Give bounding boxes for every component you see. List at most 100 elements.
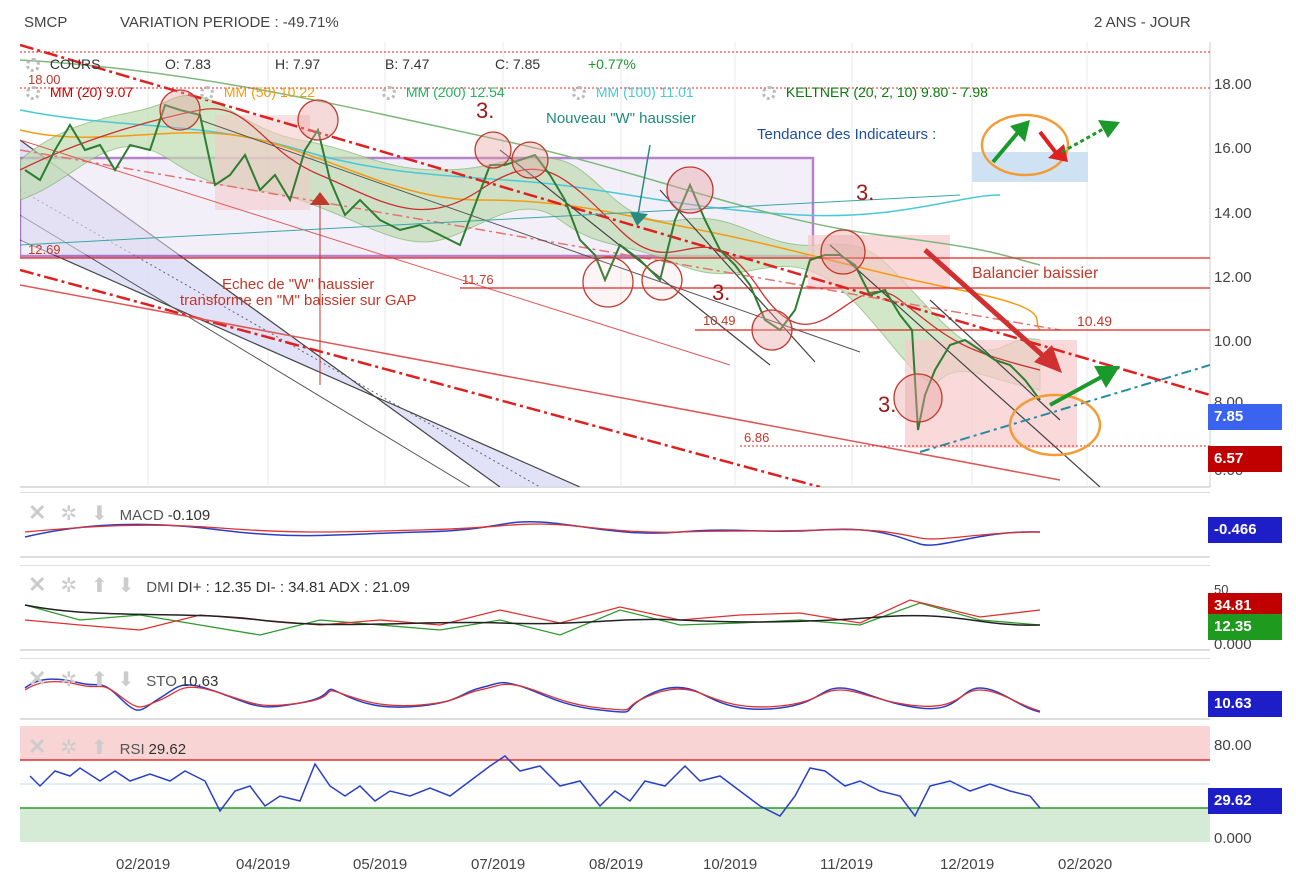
ticker-label: SMCP: [24, 14, 68, 31]
level-label: 6.86: [744, 430, 770, 445]
w-fail-annotation: Echec de "W" haussier: [222, 276, 375, 293]
level-label: 12.69: [28, 242, 61, 257]
gear-icon[interactable]: [26, 86, 40, 101]
w-fail-annotation: transforme en "M" baissier sur GAP: [180, 292, 417, 309]
price-chart-svg: [20, 42, 1211, 488]
wave-label: 3.: [878, 392, 897, 417]
support-price-badge: 6.57: [1208, 446, 1282, 472]
dmi-label: DMI: [146, 579, 174, 596]
zone-rect-2: [808, 235, 950, 290]
keltner-label: KELTNER (20, 2, 10) 9.80 - 7.98: [785, 84, 988, 100]
rsi-axis-label: 80.00: [1214, 737, 1252, 754]
macd-chart: [20, 492, 1210, 558]
mm100-legend[interactable]: MM (100) 11.01: [572, 84, 694, 101]
period-selector[interactable]: 2 ANS - JOUR: [1094, 14, 1191, 31]
gear-icon[interactable]: [26, 58, 40, 73]
resistance-line-major: [20, 43, 1210, 397]
arrow-down-icon[interactable]: ⬇: [117, 669, 135, 691]
macd-value: -0.109: [167, 507, 211, 524]
dmi-axis-label: 0.000: [1214, 636, 1252, 653]
level-label: 10.49: [1077, 313, 1113, 329]
macd-panel[interactable]: [20, 492, 1210, 558]
indicator-trend-box: [972, 152, 1088, 182]
price-line: [24, 103, 1041, 431]
price-axis-label: 16.00: [1214, 140, 1252, 157]
x-axis-label: 10/2019: [703, 856, 758, 873]
rsi-badge: 29.62: [1208, 788, 1282, 814]
close-price-badge: 7.85: [1208, 404, 1282, 430]
arrow-up-icon[interactable]: ⬆: [90, 575, 108, 597]
x-axis-label: 04/2019: [236, 856, 291, 873]
balancier-annotation: Balancier baissier: [972, 265, 1099, 282]
high-value: H: 7.97: [275, 56, 321, 72]
trend-ellipse-top: [980, 113, 1070, 177]
close-icon[interactable]: ✕: [28, 666, 47, 691]
macd-badge: -0.466: [1208, 517, 1282, 543]
rsi-controls[interactable]: ✕ ✲ ⬆ RSI 29.62: [28, 734, 186, 760]
x-axis-label: 12/2019: [940, 856, 995, 873]
pattern-circles: [159, 89, 943, 423]
dmi-plus-badge: 12.35: [1208, 614, 1282, 640]
rsi-value: 29.62: [148, 741, 187, 758]
dmi-chart: [20, 565, 1210, 651]
close-icon[interactable]: ✕: [28, 572, 47, 597]
cours-legend[interactable]: COURS: [26, 56, 101, 73]
close-icon[interactable]: ✕: [28, 500, 47, 525]
open-value: O: 7.83: [165, 56, 211, 72]
gear-icon[interactable]: [762, 86, 776, 101]
level-label: 11.76: [462, 272, 494, 287]
sto-panel[interactable]: [20, 658, 1210, 720]
gear-icon[interactable]: [200, 86, 214, 101]
change-value: +0.77%: [588, 56, 636, 72]
mm50-label: MM (50) 10.22: [223, 84, 315, 100]
gear-icon[interactable]: [382, 86, 396, 101]
price-axis-label: 10.00: [1214, 333, 1252, 350]
keltner-legend[interactable]: KELTNER (20, 2, 10) 9.80 - 7.98: [762, 84, 988, 101]
mm50-legend[interactable]: MM (50) 10.22: [200, 84, 315, 101]
gear-icon[interactable]: ✲: [60, 737, 78, 759]
price-axis-label: 18.00: [1214, 76, 1252, 93]
cours-label: COURS: [49, 56, 101, 72]
arrow-down-icon[interactable]: ⬇: [117, 575, 135, 597]
sto-value: 10.63: [180, 673, 219, 690]
wave-label: 3.: [712, 280, 731, 305]
arrow-up-icon[interactable]: ⬆: [90, 669, 108, 691]
x-axis-label: 02/2020: [1058, 856, 1113, 873]
price-axis-label: 12.00: [1214, 269, 1252, 286]
dmi-panel[interactable]: [20, 565, 1210, 651]
sto-badge: 10.63: [1208, 691, 1282, 717]
level-label: 10.49: [703, 313, 736, 328]
trend-ellipse-bottom: [1008, 393, 1102, 457]
rsi-panel[interactable]: [20, 726, 1210, 842]
level-label: 18.00: [28, 72, 61, 87]
x-axis-label: 08/2019: [589, 856, 644, 873]
mm20-legend[interactable]: MM (20) 9.07: [26, 84, 133, 101]
rsi-label: RSI: [119, 741, 145, 758]
w-new-annotation: Nouveau "W" haussier: [546, 110, 696, 127]
mm200-legend[interactable]: MM (200) 12.54: [382, 84, 505, 101]
arrow-down-icon[interactable]: ⬇: [90, 503, 108, 525]
gear-icon[interactable]: [572, 86, 586, 101]
dmi-controls[interactable]: ✕ ✲ ⬆ ⬇ DMI DI+ : 12.35 DI- : 34.81 ADX …: [28, 572, 410, 598]
x-axis-label: 07/2019: [471, 856, 526, 873]
close-value: C: 7.85: [495, 56, 541, 72]
trend-annotation: Tendance des Indicateurs :: [757, 126, 937, 143]
low-value: B: 7.47: [385, 56, 430, 72]
mm200-line: [20, 59, 1041, 266]
sto-label: STO: [146, 673, 177, 690]
close-icon[interactable]: ✕: [28, 734, 47, 759]
price-axis-label: 14.00: [1214, 205, 1252, 222]
arrow-up-icon[interactable]: ⬆: [90, 737, 108, 759]
sto-controls[interactable]: ✕ ✲ ⬆ ⬇ STO 10.63: [28, 666, 218, 692]
mm100-label: MM (100) 11.01: [595, 84, 694, 100]
gear-icon[interactable]: ✲: [60, 575, 78, 597]
x-axis-label: 02/2019: [116, 856, 171, 873]
price-chart[interactable]: [0, 40, 1296, 488]
wave-label: 3.: [856, 180, 875, 205]
gear-icon[interactable]: ✲: [60, 669, 78, 691]
wave-label: 3.: [476, 98, 495, 123]
macd-controls[interactable]: ✕ ✲ ⬇ MACD -0.109: [28, 500, 210, 526]
mm20-line: [20, 108, 1041, 371]
gear-icon[interactable]: ✲: [60, 503, 78, 525]
rsi-axis-label: 0.000: [1214, 830, 1252, 847]
